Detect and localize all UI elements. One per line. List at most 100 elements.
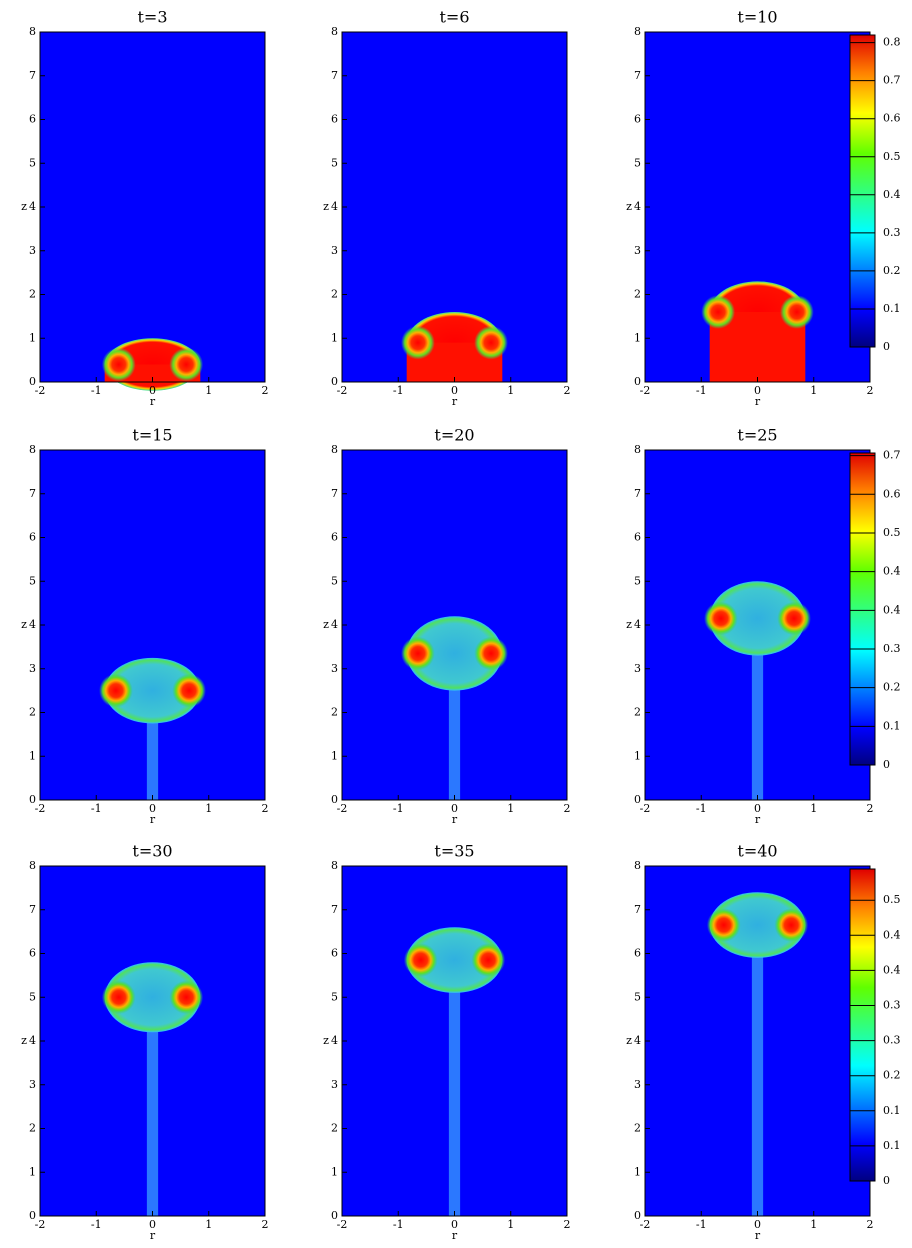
y-tick-label: 3 xyxy=(634,244,641,257)
x-tick-label: 2 xyxy=(564,802,571,815)
colorbar-label: 0.3 xyxy=(883,999,901,1012)
colorbar-label: 0.3 xyxy=(883,226,901,239)
colorbar-label: 0.4 xyxy=(883,928,901,941)
panel: t=6 0 1 2 3 4 5 6 7 8 -2 -1 0 1 2 r z xyxy=(323,8,570,409)
y-tick-label: 0 xyxy=(29,1209,36,1222)
y-axis-label: z xyxy=(21,618,27,631)
panel: t=35 0 1 2 3 4 5 6 7 8 -2 -1 0 1 2 r z xyxy=(323,842,570,1243)
colorbar-label: 0 xyxy=(883,758,890,771)
x-axis-label: r xyxy=(452,395,458,408)
y-tick-label: 2 xyxy=(331,1122,338,1135)
y-tick-label: 6 xyxy=(29,947,36,960)
x-tick-label: 2 xyxy=(262,1218,269,1231)
panel: t=20 0 1 2 3 4 5 6 7 8 -2 -1 0 1 2 r z xyxy=(323,426,570,827)
y-tick-label: 1 xyxy=(634,1165,641,1178)
colorbar-label: 0.6 xyxy=(883,487,901,500)
y-tick-label: 8 xyxy=(634,859,641,872)
y-tick-label: 3 xyxy=(29,662,36,675)
y-tick-label: 3 xyxy=(331,662,338,675)
y-tick-label: 6 xyxy=(634,113,641,126)
panel: t=3 0 1 2 3 4 5 6 7 8 -2 -1 0 1 2 r z xyxy=(21,8,268,409)
y-tick-label: 7 xyxy=(29,69,36,82)
y-axis-label: z xyxy=(626,1034,632,1047)
panel: t=30 0 1 2 3 4 5 6 7 8 -2 -1 0 1 2 r z xyxy=(21,842,268,1243)
x-axis-label: r xyxy=(755,395,761,408)
vortex-core xyxy=(401,325,435,360)
y-tick-label: 4 xyxy=(29,200,36,213)
colorbar-label: 0.8 xyxy=(883,36,901,49)
y-tick-label: 3 xyxy=(29,244,36,257)
y-tick-label: 4 xyxy=(331,1034,338,1047)
y-tick-label: 5 xyxy=(29,990,36,1003)
x-axis-label: r xyxy=(150,395,156,408)
y-tick-label: 4 xyxy=(29,1034,36,1047)
panel: t=10 0 1 2 3 4 5 6 7 8 -2 -1 0 1 2 r z 0 0.1 0.2 0.3 0.4 0.5 0.… xyxy=(626,8,900,409)
x-tick-label: 0 xyxy=(149,802,156,815)
y-axis-label: z xyxy=(626,618,632,631)
x-tick-label: 0 xyxy=(149,1218,156,1231)
cap xyxy=(709,892,806,958)
panel-title: t=15 xyxy=(132,426,172,445)
y-tick-label: 5 xyxy=(331,156,338,169)
y-tick-label: 6 xyxy=(29,531,36,544)
vortex-core xyxy=(706,908,741,942)
x-tick-label: 0 xyxy=(754,1218,761,1231)
y-tick-label: 4 xyxy=(29,618,36,631)
x-tick-label: 1 xyxy=(507,384,514,397)
panel-title: t=35 xyxy=(434,842,474,861)
vortex-core xyxy=(99,673,133,708)
stem xyxy=(751,618,764,800)
x-tick-label: -2 xyxy=(337,1218,348,1231)
y-axis-label: z xyxy=(323,1034,329,1047)
vortex-core xyxy=(777,601,811,636)
y-tick-label: 4 xyxy=(331,200,338,213)
panel: t=15 0 1 2 3 4 5 6 7 8 -2 -1 0 1 2 r z xyxy=(21,426,268,827)
vortex-core xyxy=(474,636,508,671)
x-axis-label: r xyxy=(452,1229,458,1242)
x-tick-label: 2 xyxy=(262,384,269,397)
y-tick-label: 0 xyxy=(331,1209,338,1222)
vortex-core xyxy=(774,908,809,942)
y-tick-label: 2 xyxy=(29,288,36,301)
vortex-core xyxy=(474,325,508,360)
colorbar-label: 0.1 xyxy=(883,719,901,732)
x-axis-label: r xyxy=(150,1229,156,1242)
panel-title: t=40 xyxy=(737,842,777,861)
y-tick-label: 7 xyxy=(331,903,338,916)
stem xyxy=(146,997,159,1216)
y-tick-label: 3 xyxy=(331,244,338,257)
y-tick-label: 2 xyxy=(634,1122,641,1135)
vortex-core xyxy=(704,601,738,636)
cap xyxy=(406,927,503,993)
y-tick-label: 0 xyxy=(29,375,36,388)
y-tick-label: 1 xyxy=(29,1165,36,1178)
x-tick-label: 2 xyxy=(262,802,269,815)
y-tick-label: 6 xyxy=(29,113,36,126)
x-tick-label: 2 xyxy=(867,384,874,397)
colorbar-label: 0.7 xyxy=(883,449,901,462)
y-tick-label: 6 xyxy=(331,531,338,544)
vortex-core xyxy=(471,943,506,977)
y-tick-label: 0 xyxy=(634,1209,641,1222)
x-tick-label: 2 xyxy=(867,802,874,815)
colorbar-label: 0.5 xyxy=(883,893,901,906)
panel-title: t=3 xyxy=(137,8,167,27)
colorbar-label: 0.2 xyxy=(883,264,901,277)
x-tick-label: -1 xyxy=(696,802,707,815)
y-axis-label: z xyxy=(323,618,329,631)
vortex-core xyxy=(172,673,206,708)
x-tick-label: 0 xyxy=(754,802,761,815)
y-tick-label: 8 xyxy=(29,25,36,38)
colorbar xyxy=(849,452,876,766)
x-tick-label: -1 xyxy=(696,384,707,397)
x-tick-label: -1 xyxy=(91,1218,102,1231)
x-tick-label: 1 xyxy=(205,802,212,815)
colorbar-label: 0.4 xyxy=(883,603,901,616)
y-axis-label: z xyxy=(21,1034,27,1047)
y-tick-label: 7 xyxy=(331,69,338,82)
x-tick-label: 0 xyxy=(754,384,761,397)
y-tick-label: 3 xyxy=(634,662,641,675)
x-tick-label: 2 xyxy=(564,384,571,397)
x-tick-label: 0 xyxy=(451,802,458,815)
panel-title: t=25 xyxy=(737,426,777,445)
